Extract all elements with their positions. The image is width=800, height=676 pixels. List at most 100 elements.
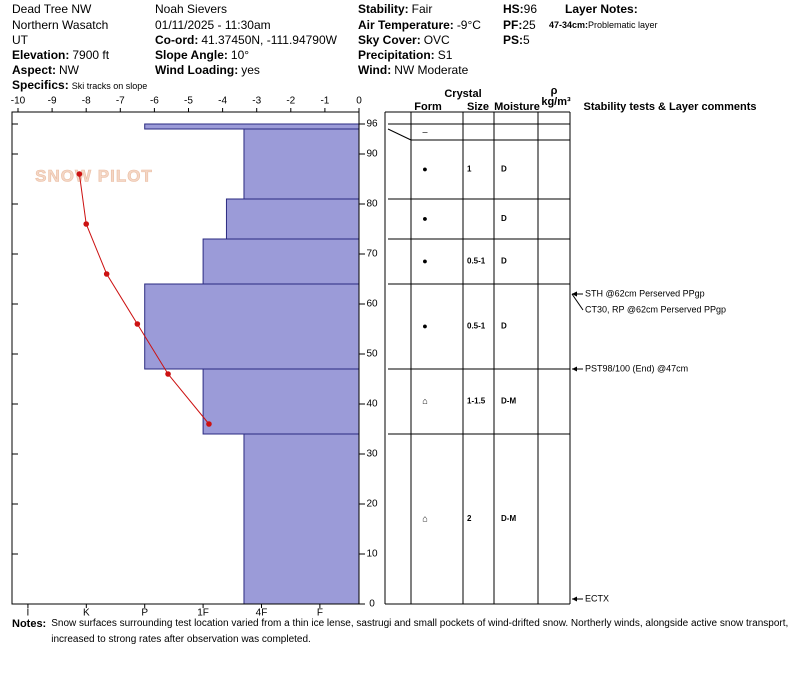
value: 96 (523, 2, 538, 16)
datetime: 01/11/2025 - 11:30am (155, 18, 271, 32)
form: – (422, 126, 427, 136)
hardness-bar (144, 283, 360, 370)
y-tick-label: 70 (366, 249, 378, 260)
observer: Noah Sievers (155, 2, 228, 16)
x-tick-label: -7 (116, 96, 125, 107)
hardness-tick-label: P (141, 608, 148, 619)
arrow-head (572, 596, 577, 602)
location: Dead Tree NW (12, 2, 92, 16)
logo: SNOW PILOT (35, 166, 153, 185)
column-header: kg/m³ (541, 96, 571, 108)
label: Wind: (358, 63, 392, 77)
temperature-point (206, 421, 212, 427)
temperature-point (83, 221, 89, 227)
column-header: Stability tests & Layer comments (583, 101, 756, 113)
x-tick-label: -4 (218, 96, 227, 107)
text: Problematic layer (588, 20, 658, 30)
hardness-bar (202, 238, 360, 285)
column-header: Form (414, 101, 442, 113)
label: PF: (503, 18, 523, 32)
moisture: D (501, 257, 507, 266)
form: ⌂ (422, 513, 427, 523)
size: 1 (467, 165, 472, 174)
value: 25 (522, 18, 536, 32)
value: NW (59, 63, 80, 77)
notes: Notes: Snow surfaces surrounding test loc… (12, 616, 792, 648)
form: ● (422, 164, 427, 174)
label: Co-ord: (155, 33, 199, 47)
arrow-head (572, 366, 577, 372)
moisture: D-M (501, 514, 516, 523)
label: Layer Notes: (565, 2, 638, 16)
range: Northern Wasatch (12, 18, 109, 32)
precip: Precipitation: S1 (358, 48, 452, 63)
x-tick-label: -5 (184, 96, 193, 107)
coord: Co-ord: 41.37450N, -111.94790W (155, 33, 337, 48)
size: 1-1.5 (467, 397, 486, 406)
wind-loading: Wind Loading: yes (155, 63, 260, 78)
text: Snow surfaces surrounding test location … (51, 618, 789, 645)
column-header: Crystal (444, 88, 481, 100)
layer-note: 47-34cm:Problematic layer (549, 18, 658, 33)
form: ● (422, 256, 427, 266)
aspect: Aspect: NW (12, 63, 79, 78)
x-tick-label: -10 (11, 96, 26, 107)
hardness-bar (202, 368, 360, 435)
column-header: ρ (551, 85, 558, 97)
label: Specifics: (12, 78, 69, 92)
x-tick-label: -2 (286, 96, 295, 107)
value: 10° (230, 48, 250, 62)
y-tick-label: 60 (366, 299, 378, 310)
hardness-tick-label: F (317, 608, 323, 619)
value: Fair (411, 2, 433, 16)
y-tick-label: 80 (366, 199, 378, 210)
hardness-bar (243, 433, 360, 605)
temperature-point (76, 171, 83, 177)
value: 41.37450N, -111.94790W (201, 33, 337, 47)
value: 5 (523, 33, 530, 47)
moisture: D (501, 322, 507, 331)
test-label: ECTX (585, 593, 609, 603)
label: HS: (503, 2, 524, 16)
value: NW Moderate (394, 63, 469, 77)
value: yes (241, 63, 260, 77)
hardness-bar (243, 128, 360, 200)
pf: PF:25 (503, 18, 536, 33)
x-tick-label: 0 (356, 96, 362, 107)
specifics: Specifics: Ski tracks on slope (12, 78, 147, 94)
value: S1 (437, 48, 453, 62)
column-header: Size (467, 101, 489, 113)
hardness-bar (144, 123, 360, 130)
form: ● (422, 321, 427, 331)
test-label: PST98/100 (End) @47cm (585, 363, 688, 373)
x-tick-label: -9 (48, 96, 57, 107)
label: Notes: (12, 618, 47, 630)
size: 0.5-1 (467, 257, 486, 266)
test-label: STH @62cm Perserved PPgp (585, 288, 705, 298)
size: 0.5-1 (467, 322, 486, 331)
stability: Stability: Fair (358, 2, 432, 17)
value: 7900 ft (72, 48, 110, 62)
wind: Wind: NW Moderate (358, 63, 468, 78)
hardness-bar (225, 198, 360, 240)
form: ● (422, 213, 427, 223)
arrow-head (572, 291, 577, 297)
y-tick-label: 90 (366, 149, 378, 160)
temperature-point (134, 321, 141, 327)
column-header: Moisture (494, 101, 540, 113)
hardness-tick-label: 4F (256, 608, 268, 619)
temperature-point (165, 371, 171, 377)
size: 2 (467, 514, 472, 523)
state: UT (12, 33, 28, 47)
hardness-tick-label: I (27, 608, 30, 619)
y-tick-label: 40 (366, 399, 378, 410)
label: Slope Angle: (155, 48, 228, 62)
y-tick-label: 10 (366, 549, 378, 560)
value: Ski tracks on slope (71, 81, 148, 91)
sky: Sky Cover: OVC (358, 33, 450, 48)
range: 47-34cm: (549, 20, 589, 30)
y-tick-label: 20 (366, 499, 378, 510)
label: Air Temperature: (358, 18, 454, 32)
